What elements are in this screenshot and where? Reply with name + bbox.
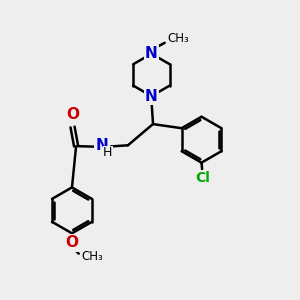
Text: O: O [65,235,78,250]
Text: N: N [145,46,158,61]
Text: O: O [66,107,79,122]
Text: N: N [145,88,158,104]
Text: CH₃: CH₃ [167,32,189,46]
Text: N: N [96,138,108,153]
Text: Cl: Cl [196,171,210,185]
Text: CH₃: CH₃ [82,250,104,262]
Text: H: H [103,146,112,159]
